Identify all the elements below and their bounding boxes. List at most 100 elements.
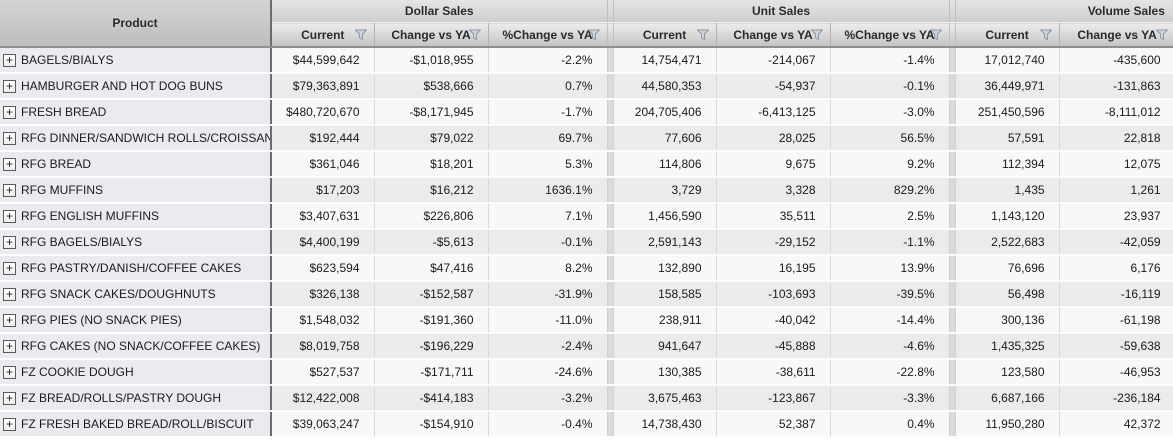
- cell-volume-current: 123,580: [955, 359, 1060, 386]
- cell-volume-change: 42,372: [1058, 411, 1173, 438]
- cell-dollar-change: $79,022: [373, 125, 488, 152]
- filter-icon[interactable]: [467, 29, 482, 40]
- cell-unit-pctchange: -39.5%: [829, 281, 950, 308]
- cell-volume-current: 56,498: [955, 281, 1060, 308]
- cell-dollar-current: $361,046: [271, 151, 374, 178]
- group-divider: [606, 281, 614, 308]
- product-cell[interactable]: + RFG DINNER/SANDWICH ROLLS/CROISSANTS: [0, 125, 272, 152]
- expand-plus-icon[interactable]: +: [3, 209, 16, 223]
- cell-unit-pctchange: -3.0%: [829, 99, 950, 126]
- group-divider: [606, 73, 614, 100]
- cell-volume-change: -16,119: [1058, 281, 1173, 308]
- product-label: RFG BAGELS/BIALYS: [21, 235, 143, 249]
- table-row: + FZ FRESH BAKED BREAD/ROLL/BISCUIT $39,…: [0, 411, 1173, 438]
- group-divider: [948, 359, 956, 386]
- filter-icon[interactable]: [1154, 29, 1169, 40]
- expand-plus-icon[interactable]: +: [3, 131, 16, 145]
- cell-unit-change: -214,067: [715, 47, 831, 74]
- cell-volume-current: 17,012,740: [955, 47, 1060, 74]
- cell-volume-change: -8,111,012: [1058, 99, 1173, 126]
- cell-dollar-pctchange: -24.6%: [487, 359, 608, 386]
- filter-icon[interactable]: [695, 29, 710, 40]
- product-cell[interactable]: + RFG CAKES (NO SNACK/COFFEE CAKES): [0, 333, 272, 360]
- cell-dollar-current: $480,720,670: [271, 99, 374, 126]
- product-label: FZ FRESH BAKED BREAD/ROLL/BISCUIT: [21, 417, 254, 431]
- filter-icon[interactable]: [1038, 29, 1053, 40]
- product-cell[interactable]: + FRESH BREAD: [0, 99, 272, 126]
- cell-unit-change: -45,888: [715, 333, 831, 360]
- cell-unit-change: 16,195: [715, 255, 831, 282]
- product-cell[interactable]: + RFG MUFFINS: [0, 177, 272, 204]
- table-row: + FZ BREAD/ROLLS/PASTRY DOUGH $12,422,00…: [0, 385, 1173, 412]
- group-divider: [606, 411, 614, 438]
- group-divider: [948, 177, 956, 204]
- cell-dollar-pctchange: 7.1%: [487, 203, 608, 230]
- expand-plus-icon[interactable]: +: [3, 313, 16, 327]
- column-header-dollar-pctchange[interactable]: %Change vs YA: [487, 22, 608, 48]
- column-header-dollar-change[interactable]: Change vs YA: [373, 22, 488, 48]
- filter-icon[interactable]: [586, 29, 601, 40]
- column-header-label: Current: [642, 27, 687, 42]
- cell-dollar-pctchange: 69.7%: [487, 125, 608, 152]
- filter-icon[interactable]: [928, 29, 943, 40]
- cell-dollar-current: $527,537: [271, 359, 374, 386]
- expand-plus-icon[interactable]: +: [3, 235, 16, 249]
- cell-dollar-change: -$414,183: [373, 385, 488, 412]
- cell-dollar-pctchange: -31.9%: [487, 281, 608, 308]
- product-cell[interactable]: + RFG BREAD: [0, 151, 272, 178]
- table-row: + BAGELS/BIALYS $44,599,642 -$1,018,955 …: [0, 47, 1173, 74]
- cell-unit-pctchange: 2.5%: [829, 203, 950, 230]
- column-header-volume-current[interactable]: Current: [955, 22, 1060, 48]
- product-cell[interactable]: + HAMBURGER AND HOT DOG BUNS: [0, 73, 272, 100]
- expand-plus-icon[interactable]: +: [3, 183, 16, 197]
- column-header-row: Current Change vs YA %Change vs YA Curre…: [0, 22, 1173, 48]
- product-cell[interactable]: + RFG PIES (NO SNACK PIES): [0, 307, 272, 334]
- cell-dollar-current: $4,400,199: [271, 229, 374, 256]
- table-row: + FRESH BREAD $480,720,670 -$8,171,945 -…: [0, 99, 1173, 126]
- expand-plus-icon[interactable]: +: [3, 287, 16, 301]
- filter-icon[interactable]: [809, 29, 824, 40]
- expand-plus-icon[interactable]: +: [3, 79, 16, 93]
- cell-volume-change: -236,184: [1058, 385, 1173, 412]
- product-cell[interactable]: + RFG ENGLISH MUFFINS: [0, 203, 272, 230]
- expand-plus-icon[interactable]: +: [3, 339, 16, 353]
- cell-dollar-pctchange: 0.7%: [487, 73, 608, 100]
- product-cell[interactable]: + FZ COOKIE DOUGH: [0, 359, 272, 386]
- column-header-dollar-current[interactable]: Current: [271, 22, 374, 48]
- expand-plus-icon[interactable]: +: [3, 391, 16, 405]
- cell-unit-pctchange: 9.2%: [829, 151, 950, 178]
- cell-volume-change: -46,953: [1058, 359, 1173, 386]
- cell-volume-change: 22,818: [1058, 125, 1173, 152]
- cell-dollar-change: -$191,360: [373, 307, 488, 334]
- group-divider: [606, 99, 614, 126]
- product-cell[interactable]: + RFG SNACK CAKES/DOUGHNUTS: [0, 281, 272, 308]
- cell-unit-change: -123,867: [715, 385, 831, 412]
- expand-plus-icon[interactable]: +: [3, 105, 16, 119]
- column-header-unit-change[interactable]: Change vs YA: [715, 22, 831, 48]
- group-divider: [948, 151, 956, 178]
- product-cell[interactable]: + RFG PASTRY/DANISH/COFFEE CAKES: [0, 255, 272, 282]
- product-column-header[interactable]: Product: [0, 0, 272, 48]
- expand-plus-icon[interactable]: +: [3, 417, 16, 431]
- product-cell[interactable]: + FZ BREAD/ROLLS/PASTRY DOUGH: [0, 385, 272, 412]
- product-cell[interactable]: + BAGELS/BIALYS: [0, 47, 272, 74]
- expand-plus-icon[interactable]: +: [3, 261, 16, 275]
- product-label: FZ BREAD/ROLLS/PASTRY DOUGH: [21, 391, 222, 405]
- filter-icon[interactable]: [353, 29, 368, 40]
- cell-volume-current: 1,143,120: [955, 203, 1060, 230]
- column-header-unit-pctchange[interactable]: %Change vs YA: [829, 22, 950, 48]
- expand-plus-icon[interactable]: +: [3, 365, 16, 379]
- cell-unit-change: -29,152: [715, 229, 831, 256]
- product-cell[interactable]: + RFG BAGELS/BIALYS: [0, 229, 272, 256]
- expand-plus-icon[interactable]: +: [3, 53, 16, 67]
- cell-unit-current: 158,585: [613, 281, 717, 308]
- table-row: + RFG SNACK CAKES/DOUGHNUTS $326,138 -$1…: [0, 281, 1173, 308]
- expand-plus-icon[interactable]: +: [3, 157, 16, 171]
- cell-volume-current: 300,136: [955, 307, 1060, 334]
- column-header-volume-change[interactable]: Change vs YA: [1058, 22, 1173, 48]
- cell-unit-pctchange: -0.1%: [829, 73, 950, 100]
- column-header-unit-current[interactable]: Current: [613, 22, 717, 48]
- table-row: + RFG CAKES (NO SNACK/COFFEE CAKES) $8,0…: [0, 333, 1173, 360]
- product-cell[interactable]: + FZ FRESH BAKED BREAD/ROLL/BISCUIT: [0, 411, 272, 438]
- product-label: BAGELS/BIALYS: [21, 53, 114, 67]
